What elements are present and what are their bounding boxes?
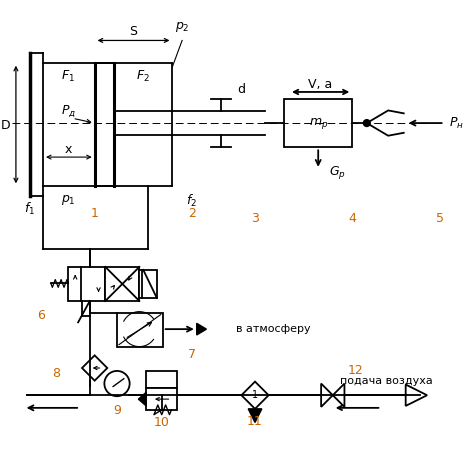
Text: $p_2$: $p_2$ xyxy=(175,20,189,34)
Text: 9: 9 xyxy=(113,404,121,417)
Text: 1: 1 xyxy=(251,390,257,400)
Text: 7: 7 xyxy=(188,348,195,361)
Text: 6: 6 xyxy=(37,309,45,322)
Text: $G_р$: $G_р$ xyxy=(328,164,345,181)
Text: $f_2$: $f_2$ xyxy=(186,193,197,209)
Text: 11: 11 xyxy=(247,415,263,428)
Text: $P_д$: $P_д$ xyxy=(61,103,76,119)
Circle shape xyxy=(104,371,129,396)
Text: S: S xyxy=(129,25,137,38)
Text: 3: 3 xyxy=(250,212,258,225)
Bar xyxy=(146,371,177,388)
Bar xyxy=(105,267,139,301)
Polygon shape xyxy=(196,323,206,335)
Circle shape xyxy=(363,120,369,127)
Text: x: x xyxy=(64,143,72,156)
Text: $f_1$: $f_1$ xyxy=(24,201,35,217)
Bar xyxy=(146,388,177,410)
Text: $m_р$: $m_р$ xyxy=(308,116,327,130)
Text: d: d xyxy=(237,83,245,96)
Text: 5: 5 xyxy=(435,212,443,225)
Polygon shape xyxy=(241,381,268,409)
Text: $F_2$: $F_2$ xyxy=(136,69,150,84)
Polygon shape xyxy=(320,384,332,407)
Text: $p_1$: $p_1$ xyxy=(61,193,75,207)
Bar xyxy=(117,313,163,347)
Text: 2: 2 xyxy=(188,207,195,220)
Bar xyxy=(68,267,105,301)
Polygon shape xyxy=(82,355,107,381)
Polygon shape xyxy=(138,392,146,406)
Polygon shape xyxy=(248,409,261,422)
Text: 1: 1 xyxy=(90,207,98,220)
Text: $P_н$: $P_н$ xyxy=(449,116,463,131)
Text: подача воздуха: подача воздуха xyxy=(339,375,432,386)
Text: 4: 4 xyxy=(348,212,356,225)
Text: V, a: V, a xyxy=(307,78,332,91)
Polygon shape xyxy=(332,384,344,407)
Text: D: D xyxy=(0,118,10,132)
Text: $F_1$: $F_1$ xyxy=(61,69,75,84)
Bar xyxy=(139,270,156,298)
Text: 10: 10 xyxy=(153,416,169,429)
Text: 12: 12 xyxy=(347,364,363,377)
Polygon shape xyxy=(405,385,426,406)
Text: 8: 8 xyxy=(52,367,60,381)
Text: в атмосферу: в атмосферу xyxy=(235,324,310,334)
Bar xyxy=(283,99,351,147)
